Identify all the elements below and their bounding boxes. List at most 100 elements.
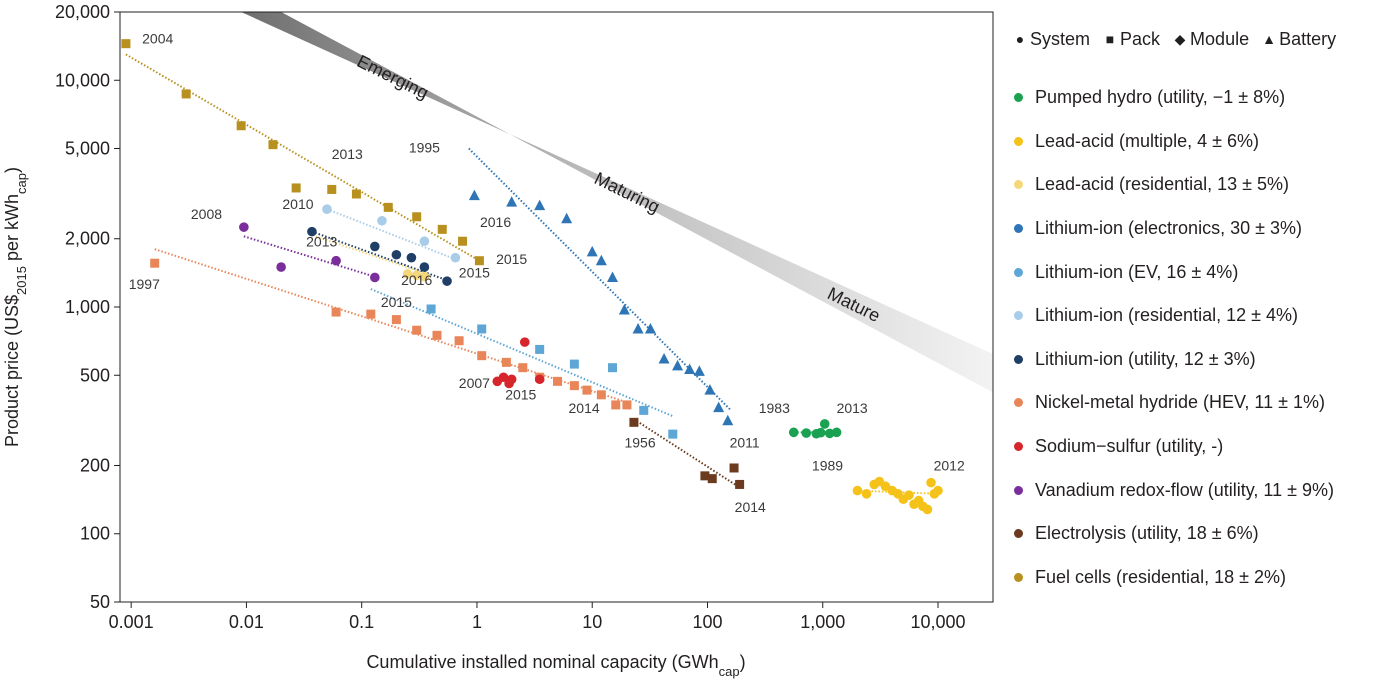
year-annotation: 1983 <box>759 400 790 416</box>
data-point-series-7 <box>331 307 341 317</box>
data-point-series-3 <box>595 254 607 266</box>
triangle-icon: ▲ <box>1262 31 1277 47</box>
legend-entry-series-7: Nickel-metal hydride (HEV, 11 ± 1%) <box>1010 381 1390 425</box>
year-annotation: 2010 <box>282 196 313 212</box>
legend-entry-series-6: Lithium-ion (utility, 12 ± 3%) <box>1010 338 1390 382</box>
data-point-series-3 <box>506 196 518 207</box>
x-tick-label: 0.1 <box>349 612 374 632</box>
y-axis-label: Product price (US$2015 per kWhcap) <box>2 167 29 447</box>
data-point-series-11 <box>121 39 131 49</box>
year-annotation: 2008 <box>191 206 222 222</box>
year-annotation: 2016 <box>480 214 511 230</box>
band-label-maturing: Maturing <box>591 168 663 217</box>
data-point-series-7 <box>596 390 606 400</box>
data-point-series-1 <box>852 485 863 496</box>
legend-label: Lead-acid (residential, 13 ± 5%) <box>1035 174 1290 195</box>
data-point-series-11 <box>268 140 278 150</box>
data-point-series-7 <box>366 309 376 319</box>
data-point-series-6 <box>307 226 317 237</box>
data-point-series-11 <box>412 212 422 222</box>
legend-entry-series-3: Lithium-ion (electronics, 30 ± 3%) <box>1010 207 1390 251</box>
data-point-series-5 <box>419 236 430 247</box>
marker-legend-label: System <box>1030 28 1091 49</box>
x-tick-label: 10 <box>582 612 602 632</box>
data-point-series-3 <box>632 322 644 334</box>
year-annotation: 2014 <box>735 499 766 515</box>
y-axis-label-start: Product price (US$ <box>2 295 22 447</box>
x-axis-label: Cumulative installed nominal capacity (G… <box>366 652 745 679</box>
data-point-series-3 <box>684 363 696 375</box>
data-point-series-3 <box>722 414 734 426</box>
trend-line-series-5 <box>326 208 460 262</box>
legend: ● System ■ Pack ◆ Module ▲ Battery Pumped hydro… <box>1010 26 1390 599</box>
data-point-series-4 <box>639 405 649 415</box>
data-point-series-4 <box>426 304 436 314</box>
year-annotation: 1995 <box>409 140 440 156</box>
data-point-series-7 <box>553 376 563 386</box>
trend-line-series-1 <box>857 489 939 495</box>
data-point-series-3 <box>672 359 684 371</box>
trend-line-series-2 <box>315 235 432 277</box>
y-tick-label: 2,000 <box>65 229 110 249</box>
x-axis-label-subscript: cap <box>719 664 740 679</box>
y-tick-label: 50 <box>90 592 110 612</box>
marker-legend-label: Pack <box>1120 28 1161 49</box>
data-point-series-3 <box>658 352 670 364</box>
data-point-series-3 <box>713 401 725 413</box>
x-tick-label: 0.01 <box>229 612 264 632</box>
data-point-series-1 <box>922 504 933 515</box>
legend-entry-series-8: Sodium−sulfur (utility, -) <box>1010 425 1390 469</box>
legend-entry-series-2: Lead-acid (residential, 13 ± 5%) <box>1010 163 1390 207</box>
marker-legend-label: Battery <box>1279 28 1337 49</box>
year-annotation: 2014 <box>569 400 600 416</box>
data-point-series-10 <box>729 463 739 473</box>
legend-entry-series-5: Lithium-ion (residential, 12 ± 4%) <box>1010 294 1390 338</box>
legend-swatch <box>1014 354 1023 364</box>
y-tick-label: 20,000 <box>55 2 110 22</box>
data-point-series-6 <box>391 249 402 260</box>
data-point-series-6 <box>419 262 430 272</box>
data-point-series-1 <box>904 490 914 500</box>
legend-swatch <box>1014 572 1023 582</box>
data-point-series-11 <box>458 236 468 246</box>
x-tick-label: 0.001 <box>109 612 154 632</box>
data-point-series-2 <box>411 270 422 281</box>
data-point-series-7 <box>432 330 442 340</box>
legend-label: Pumped hydro (utility, −1 ± 8%) <box>1035 87 1286 108</box>
data-point-series-8 <box>498 372 509 383</box>
data-point-series-0 <box>819 419 830 429</box>
legend-swatch <box>1014 180 1023 190</box>
data-point-series-9 <box>276 262 286 272</box>
circle-icon: ● <box>1015 31 1025 47</box>
data-point-series-7 <box>582 385 592 395</box>
data-point-series-11 <box>291 183 301 193</box>
data-point-series-5 <box>377 215 387 226</box>
year-annotation: 1989 <box>812 458 843 474</box>
data-point-series-7 <box>150 258 160 268</box>
maturity-band <box>241 12 993 393</box>
legend-label: Lithium-ion (utility, 12 ± 3%) <box>1035 348 1256 369</box>
trend-line-series-4 <box>370 288 674 418</box>
data-point-series-7 <box>611 400 621 410</box>
data-point-series-0 <box>815 427 826 438</box>
data-point-series-11 <box>327 184 337 194</box>
data-point-series-3 <box>468 189 480 201</box>
maturity-band-shape <box>241 12 993 393</box>
data-point-series-11 <box>351 189 361 199</box>
square-icon: ■ <box>1105 31 1115 47</box>
series-legend: Pumped hydro (utility, −1 ± 8%) Lead-acid… <box>1010 76 1390 599</box>
year-annotation: 2013 <box>837 400 868 416</box>
legend-entry-series-10: Electrolysis (utility, 18 ± 6%) <box>1010 512 1390 556</box>
x-tick-label: 10,000 <box>910 612 965 632</box>
data-point-series-10 <box>735 479 745 489</box>
legend-swatch <box>1014 485 1023 495</box>
legend-entry-series-11: Fuel cells (residential, 18 ± 2%) <box>1010 556 1390 600</box>
y-tick-label: 100 <box>80 524 110 544</box>
data-point-series-3 <box>693 365 705 376</box>
y-tick-label: 500 <box>80 365 110 385</box>
data-markers <box>121 39 943 515</box>
diamond-icon: ◆ <box>1174 30 1186 47</box>
data-point-series-4 <box>477 324 487 334</box>
marker-legend-battery: ▲ Battery <box>1259 29 1336 50</box>
data-point-series-9 <box>370 272 380 283</box>
